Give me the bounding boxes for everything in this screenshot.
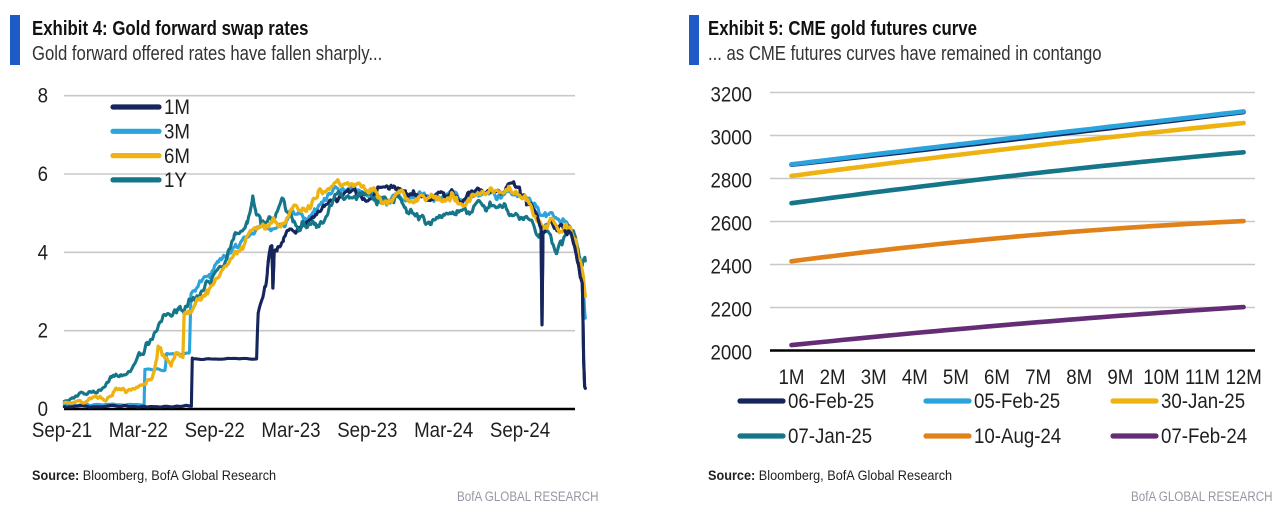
- svg-text:07-Feb-24: 07-Feb-24: [1161, 425, 1247, 448]
- svg-text:6M: 6M: [984, 366, 1010, 389]
- svg-text:2400: 2400: [710, 256, 752, 279]
- svg-text:3200: 3200: [710, 84, 752, 107]
- svg-text:2800: 2800: [710, 170, 752, 193]
- svg-text:4M: 4M: [902, 366, 928, 389]
- svg-text:11M: 11M: [1185, 366, 1220, 389]
- svg-text:2M: 2M: [820, 366, 846, 389]
- svg-text:6: 6: [38, 163, 48, 186]
- svg-text:2200: 2200: [710, 299, 752, 322]
- svg-text:1M: 1M: [779, 366, 805, 389]
- svg-text:10M: 10M: [1143, 366, 1179, 389]
- svg-text:3M: 3M: [861, 366, 887, 389]
- svg-text:05-Feb-25: 05-Feb-25: [974, 390, 1060, 413]
- svg-text:8: 8: [38, 85, 48, 108]
- svg-text:Sep-22: Sep-22: [185, 419, 245, 442]
- svg-text:5M: 5M: [943, 366, 969, 389]
- svg-text:Mar-24: Mar-24: [414, 419, 473, 442]
- svg-text:Mar-23: Mar-23: [261, 419, 320, 442]
- svg-text:7M: 7M: [1025, 366, 1051, 389]
- svg-text:4: 4: [38, 241, 48, 264]
- svg-text:10-Aug-24: 10-Aug-24: [974, 425, 1061, 448]
- svg-text:1Y: 1Y: [164, 169, 187, 192]
- svg-text:Sep-23: Sep-23: [337, 419, 397, 442]
- svg-text:1M: 1M: [164, 96, 190, 119]
- svg-text:8M: 8M: [1066, 366, 1092, 389]
- svg-text:06-Feb-25: 06-Feb-25: [788, 390, 874, 413]
- svg-text:12M: 12M: [1225, 366, 1261, 389]
- svg-text:0: 0: [38, 398, 48, 421]
- svg-text:6M: 6M: [164, 145, 190, 168]
- svg-text:2: 2: [38, 320, 48, 343]
- svg-text:9M: 9M: [1107, 366, 1133, 389]
- svg-text:07-Jan-25: 07-Jan-25: [788, 425, 872, 448]
- svg-text:30-Jan-25: 30-Jan-25: [1161, 390, 1245, 413]
- svg-text:3M: 3M: [164, 121, 190, 144]
- svg-text:Mar-22: Mar-22: [109, 419, 168, 442]
- svg-text:3000: 3000: [710, 127, 752, 150]
- svg-text:2000: 2000: [710, 342, 752, 365]
- svg-text:Sep-21: Sep-21: [32, 419, 92, 442]
- svg-text:2600: 2600: [710, 213, 752, 236]
- svg-text:Sep-24: Sep-24: [490, 419, 550, 442]
